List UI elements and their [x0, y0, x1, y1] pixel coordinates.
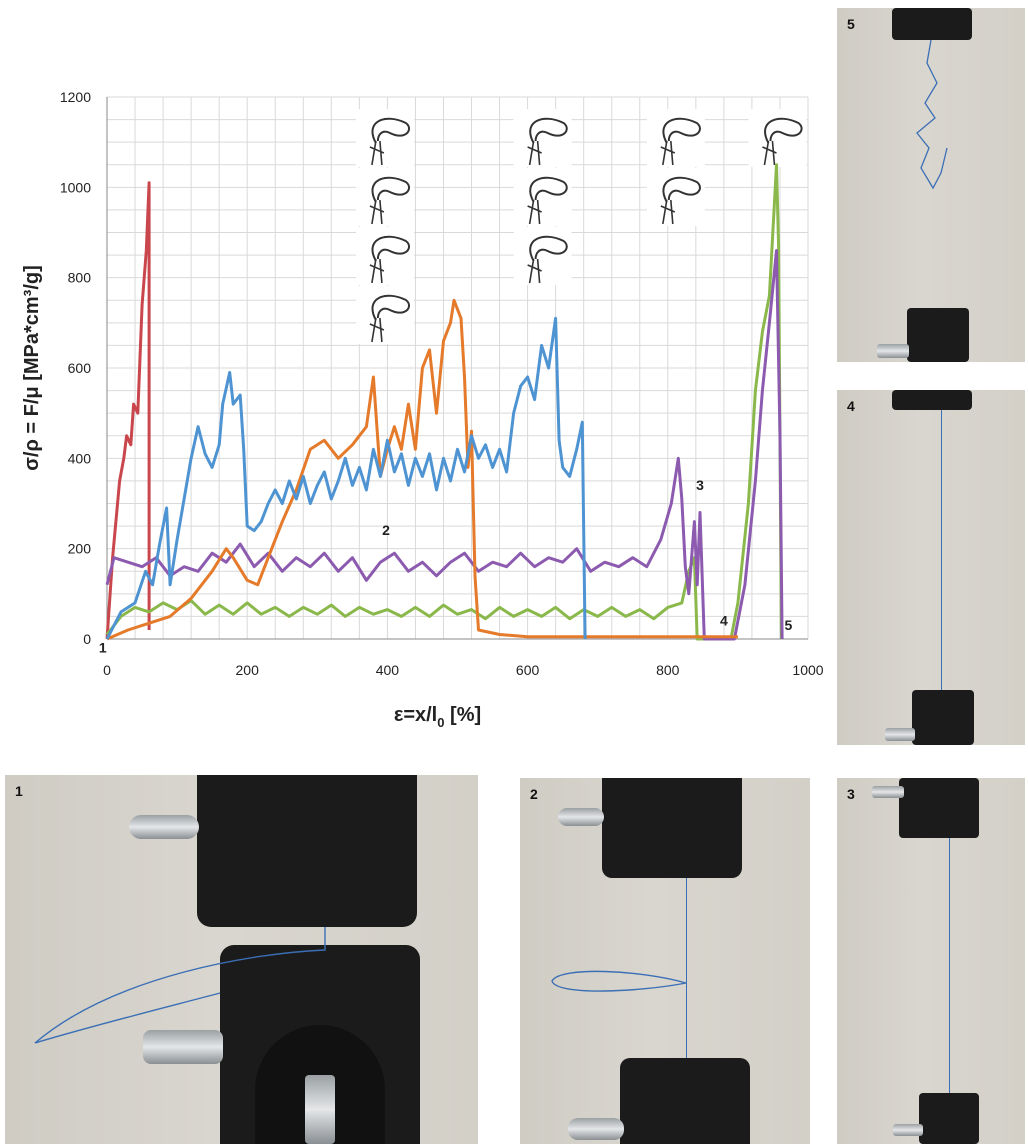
- clamp-pin: [129, 815, 199, 839]
- knot-icon: [371, 176, 411, 203]
- fiber-loop: [34, 927, 326, 1044]
- series-line-3: [105, 249, 784, 641]
- knot-icon: [371, 117, 411, 144]
- x-tick-label: 1000: [792, 662, 823, 678]
- series-line-1: [105, 181, 151, 640]
- clamp-pin: [885, 728, 915, 741]
- photo-label: 1: [15, 783, 23, 799]
- fiber-loop: [551, 970, 687, 992]
- y-tick-label: 1200: [60, 89, 91, 105]
- lower-clamp: [912, 690, 974, 745]
- series-line-5: [105, 316, 587, 640]
- clamp-pin: [877, 344, 909, 358]
- y-axis-label: σ/ρ = F/μ [MPa*cm³/g]: [21, 265, 43, 471]
- x-tick-label: 0: [103, 662, 111, 678]
- fiber: [949, 838, 950, 1098]
- y-tick-label: 800: [68, 270, 92, 286]
- fiber: [941, 410, 942, 700]
- photo-label: 5: [847, 16, 855, 32]
- upper-clamp: [892, 390, 972, 410]
- y-tick-label: 600: [68, 360, 92, 376]
- knot-icon-strands: [762, 140, 777, 166]
- knot-icon-strands: [369, 317, 385, 343]
- knot-icon-background: [513, 168, 572, 226]
- photo-label: 2: [530, 786, 538, 802]
- point-annotation: 5: [784, 617, 792, 633]
- knot-icon: [529, 117, 568, 144]
- photo-label: 3: [847, 786, 855, 802]
- lower-clamp: [907, 308, 969, 362]
- knot-icon-strands: [527, 258, 542, 284]
- clamp-pin: [568, 1118, 624, 1140]
- lower-clamp: [919, 1093, 979, 1144]
- x-tick-label: 400: [376, 662, 400, 678]
- knot-icon-strands: [660, 140, 676, 166]
- x-tick-label: 600: [516, 662, 540, 678]
- knot-icon-strands: [527, 140, 542, 166]
- knot-icon-strands: [369, 140, 385, 166]
- photo-panel-1: 1: [5, 775, 478, 1144]
- knot-icon: [529, 176, 568, 203]
- point-annotation: 1: [99, 640, 107, 656]
- photo-panel-2: 2: [520, 778, 810, 1144]
- upper-clamp: [892, 8, 972, 40]
- clamp-pin: [872, 786, 904, 798]
- photo-panel-4: 4: [837, 390, 1025, 745]
- knot-icon-strands: [660, 199, 676, 225]
- knot-icon-background: [355, 109, 414, 167]
- knot-icon: [371, 294, 411, 321]
- y-tick-label: 0: [83, 631, 91, 647]
- y-tick-label: 400: [68, 450, 92, 466]
- knot-icon-background: [355, 286, 414, 344]
- knot-icon-background: [513, 109, 572, 167]
- lower-clamp: [620, 1058, 750, 1144]
- y-tick-label: 200: [68, 541, 92, 557]
- knot-icon: [371, 235, 411, 262]
- knot-icon-strands: [369, 199, 385, 225]
- x-axis-label: ε=x/l0 [%]: [394, 704, 481, 730]
- knot-icon-strands: [369, 258, 385, 284]
- clamp-pin: [893, 1124, 923, 1136]
- upper-clamp: [602, 778, 742, 878]
- stress-strain-chart: 0 200 400 600 800 1000 0 200 400 600 800 1000 1200 1 2…: [21, 89, 824, 730]
- knot-icon: [662, 176, 701, 203]
- knot-icon: [529, 235, 568, 262]
- point-annotation: 4: [720, 612, 728, 628]
- knot-icon: [764, 117, 803, 144]
- photo-label: 4: [847, 398, 855, 414]
- clamp-pin: [558, 808, 604, 826]
- photo-panel-3: 3: [837, 778, 1025, 1144]
- photo-panel-5: 5: [837, 8, 1025, 362]
- series-line-4: [106, 298, 738, 641]
- knot-icon-strands: [527, 199, 542, 225]
- x-tick-label: 200: [236, 662, 260, 678]
- clamp-bar: [305, 1075, 335, 1144]
- y-tick-label: 1000: [60, 179, 91, 195]
- knot-icon: [662, 117, 701, 144]
- knot-icon-background: [355, 227, 414, 285]
- knot-icon-background: [646, 109, 705, 167]
- knot-icon-background: [646, 168, 705, 226]
- fiber: [686, 878, 687, 1078]
- upper-clamp: [197, 775, 417, 927]
- x-tick-label: 800: [656, 662, 680, 678]
- upper-clamp: [899, 778, 979, 838]
- knot-icon-background: [748, 109, 807, 167]
- point-annotation: 3: [696, 477, 704, 493]
- point-annotation: 2: [382, 522, 390, 538]
- broken-fiber: [916, 39, 948, 190]
- knot-icon-background: [513, 227, 572, 285]
- clamp-pin: [143, 1030, 223, 1064]
- knot-icon-background: [355, 168, 414, 226]
